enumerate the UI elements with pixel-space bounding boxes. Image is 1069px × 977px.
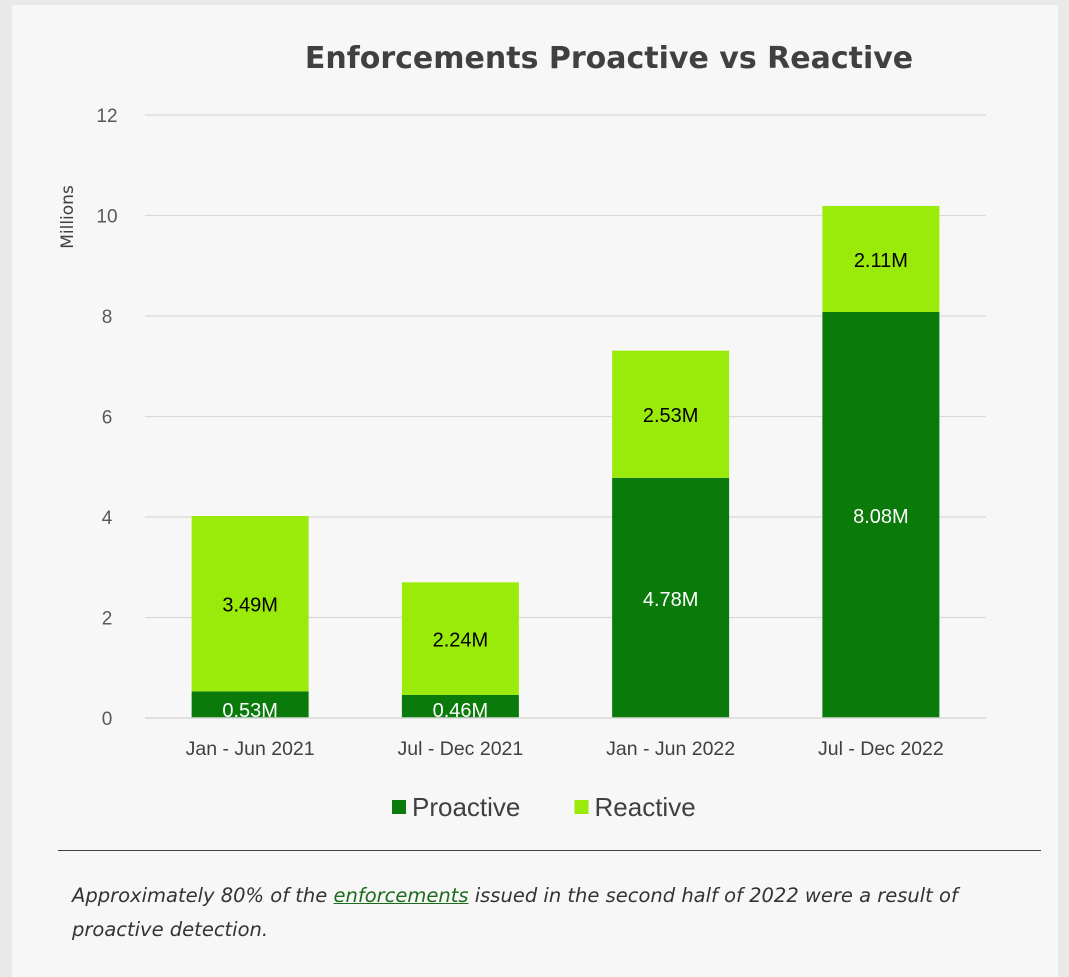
data-label: 0.46M xyxy=(433,700,489,722)
caption-after: issued in the second half of 2022 were a… xyxy=(72,884,958,941)
legend-label-proactive: Proactive xyxy=(412,792,520,822)
data-label: 2.53M xyxy=(643,405,699,427)
y-tick-label: 2 xyxy=(102,609,113,630)
data-label: 2.24M xyxy=(433,630,489,652)
y-tick-label: 6 xyxy=(102,408,113,429)
bar-reactive xyxy=(822,205,940,312)
x-tick-label: Jul - Dec 2022 xyxy=(818,738,944,760)
y-tick-label: 12 xyxy=(96,106,117,127)
bar-reactive xyxy=(401,582,519,695)
x-tick-label: Jan - Jun 2022 xyxy=(606,738,735,760)
data-label: 0.53M xyxy=(222,700,278,722)
y-tick-label: 10 xyxy=(96,207,117,228)
bar-reactive xyxy=(612,350,730,478)
y-tick-label: 4 xyxy=(102,508,113,529)
caption-before: Approximately 80% of the xyxy=(72,884,334,907)
chart-title: Enforcements Proactive vs Reactive xyxy=(304,41,914,76)
caption-divider xyxy=(58,850,1041,851)
y-tick-label: 8 xyxy=(102,307,113,328)
bar-proactive xyxy=(612,477,730,718)
x-tick-label: Jul - Dec 2021 xyxy=(398,738,524,760)
bar-reactive xyxy=(191,515,309,692)
bar-proactive xyxy=(401,694,519,718)
y-tick-label: 0 xyxy=(102,709,113,730)
legend-swatch-reactive xyxy=(574,800,589,814)
bar-proactive xyxy=(822,311,940,718)
data-label: 8.08M xyxy=(853,506,909,528)
data-label: 4.78M xyxy=(643,589,699,611)
data-label: 2.11M xyxy=(854,250,908,272)
y-axis-label: Millions xyxy=(58,185,78,249)
bar-proactive xyxy=(191,691,309,718)
enforcements-link[interactable]: enforcements xyxy=(333,884,469,907)
data-label: 3.49M xyxy=(222,595,278,617)
x-tick-label: Jan - Jun 2021 xyxy=(186,738,315,760)
caption-text: Approximately 80% of the enforcements is… xyxy=(72,879,1032,947)
legend-swatch-proactive xyxy=(392,800,406,814)
stacked-bar-chart: 0 2 4 6 8 10 12 Millions 0.53M 3.49M Jan - Jun 202… xyxy=(58,106,986,822)
legend-label-reactive: Reactive xyxy=(595,792,696,822)
chart-card: Enforcements Proactive vs Reactive 0 2 4 6 8… xyxy=(12,5,1058,977)
